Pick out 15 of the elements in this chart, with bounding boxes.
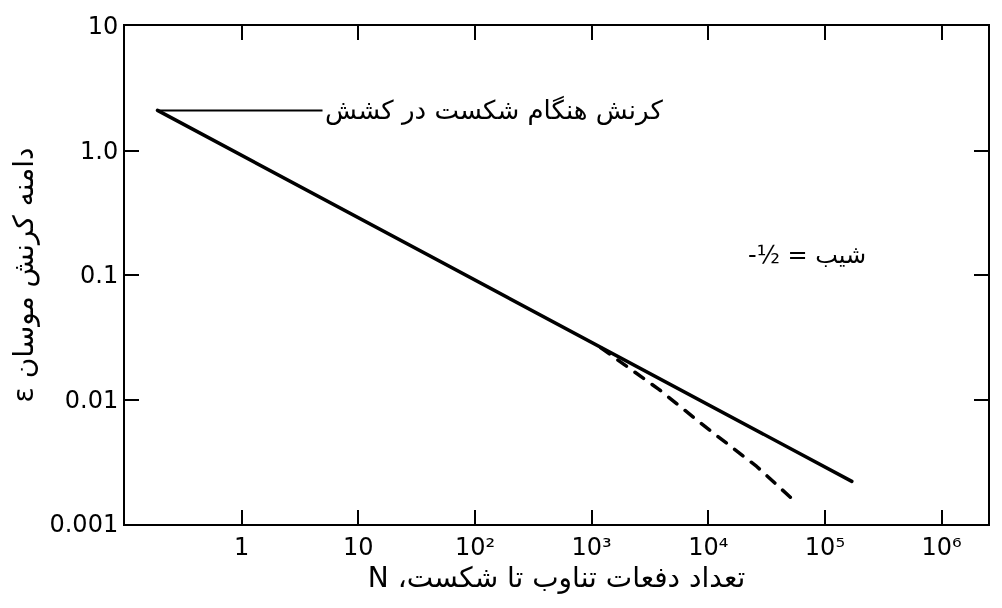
y-tick-label: 0.1 bbox=[80, 261, 119, 290]
x-tick-label: 10⁴ bbox=[688, 532, 729, 561]
x-tick-label: 10² bbox=[454, 532, 496, 561]
x-tick-label: 10³ bbox=[571, 532, 612, 561]
x-tick-label: 10⁶ bbox=[921, 532, 962, 561]
y-tick-label: 10 bbox=[87, 12, 119, 41]
x-tick-label: 10 bbox=[343, 532, 374, 561]
y-tick-label: 0.01 bbox=[64, 385, 119, 414]
x-axis-title: تعداد دفعات تناوب تا شکست، N bbox=[367, 561, 746, 595]
y-tick-label: 1.0 bbox=[80, 136, 119, 165]
annotation: کرنش هنگام شکست در کشش bbox=[325, 95, 664, 126]
y-tick-label: 0.001 bbox=[49, 510, 119, 539]
x-tick-label: 1 bbox=[234, 532, 250, 561]
y-axis-title: دامنه کرنش موسان ε bbox=[6, 147, 40, 403]
x-tick-label: 10⁵ bbox=[804, 532, 846, 561]
